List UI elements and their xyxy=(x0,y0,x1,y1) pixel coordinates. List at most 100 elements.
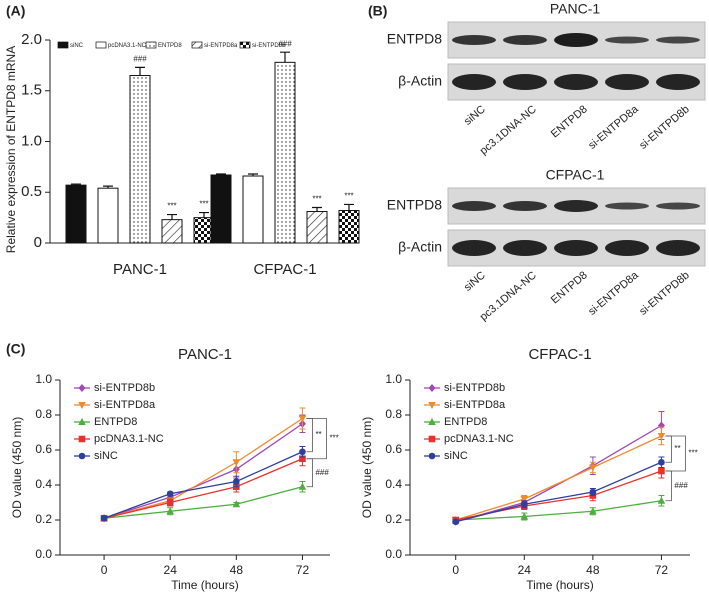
bar xyxy=(97,187,119,244)
blot-band xyxy=(503,240,547,256)
bar xyxy=(274,61,296,244)
blot-lane-label: pc3.1DNA-NC xyxy=(478,269,539,323)
panel-label: (B) xyxy=(368,3,387,19)
error-bar xyxy=(344,203,354,211)
legend-label: si-ENTPD8b xyxy=(94,382,155,394)
marker xyxy=(232,459,241,467)
x-tick-label: 0 xyxy=(101,563,108,577)
marker xyxy=(428,418,436,425)
series-line xyxy=(103,423,303,519)
y-tick-label: 1.5 xyxy=(21,82,42,99)
marker xyxy=(78,452,86,460)
marker xyxy=(658,467,665,475)
legend-label: ENTPD8 xyxy=(158,43,182,49)
marker xyxy=(78,402,86,409)
y-tick-label: 0.0 xyxy=(385,547,402,561)
blot-band xyxy=(605,240,649,256)
marker xyxy=(589,464,597,472)
error-bar xyxy=(103,185,113,189)
legend-label: pcDNA3.1-NC xyxy=(108,43,147,49)
marker xyxy=(78,384,86,392)
blot-band xyxy=(656,36,700,44)
y-tick-label: 0.5 xyxy=(21,183,42,200)
marker xyxy=(520,500,528,508)
marker xyxy=(298,482,307,490)
y-tick-label: 0.4 xyxy=(385,477,402,491)
significance-label: *** xyxy=(688,449,697,458)
legend-label: ENTPD8 xyxy=(94,416,137,428)
blot-lane-label: si-ENTPD8a xyxy=(586,103,641,152)
blot-title: PANC-1 xyxy=(550,1,601,17)
blot-band xyxy=(503,35,547,45)
marker xyxy=(657,496,666,504)
significance-label: ### xyxy=(315,468,329,477)
legend-swatch xyxy=(57,41,69,49)
series-line xyxy=(455,435,662,521)
significance-bracket xyxy=(665,435,686,472)
marker xyxy=(166,499,174,506)
blot-lane-label: siNC xyxy=(462,103,488,128)
blot-band xyxy=(503,74,547,90)
y-tick-label: 1.0 xyxy=(385,372,402,386)
blot-band xyxy=(554,200,598,212)
chart-title: PANC-1 xyxy=(178,346,232,363)
blot-band xyxy=(656,202,700,210)
significance-label: ### xyxy=(133,55,147,64)
x-tick-label: 72 xyxy=(655,563,669,577)
blot-band xyxy=(452,74,496,90)
significance-label: *** xyxy=(312,195,321,204)
blot-band xyxy=(452,35,496,45)
error-bar xyxy=(167,213,177,220)
marker xyxy=(78,435,86,443)
blot-band xyxy=(554,240,598,256)
legend-swatch xyxy=(239,41,251,49)
series-line xyxy=(103,451,303,519)
bar xyxy=(306,211,328,244)
error-bar xyxy=(135,66,145,76)
x-tick-label: 24 xyxy=(518,563,532,577)
y-tick-label: 0 xyxy=(34,234,42,251)
panel-label: (C) xyxy=(6,341,25,357)
blot-lane-label: ENTPD8 xyxy=(549,103,590,140)
series-line xyxy=(455,424,662,523)
marker xyxy=(589,507,597,515)
blot-band xyxy=(503,201,547,211)
bar xyxy=(338,210,360,244)
marker xyxy=(233,478,240,485)
y-tick-label: 0.8 xyxy=(35,407,52,421)
significance-bracket xyxy=(665,470,672,502)
blot-lane-label: si-ENTPD8b xyxy=(637,103,692,151)
blot-lane-label: si-ENTPD8a xyxy=(586,269,641,318)
series-line xyxy=(103,417,303,519)
y-tick-label: 1.0 xyxy=(35,372,52,386)
y-axis-label: OD value (450 nm) xyxy=(10,417,24,518)
legend-label: si-ENTPD8a xyxy=(204,43,238,49)
series-line xyxy=(103,458,303,519)
blot-band xyxy=(656,240,700,256)
legend-swatch xyxy=(95,41,107,49)
blot-band xyxy=(605,36,649,44)
marker xyxy=(100,514,108,522)
y-tick-label: 1.0 xyxy=(21,132,42,149)
marker xyxy=(166,490,174,498)
significance-bracket xyxy=(665,435,672,463)
significance-label: *** xyxy=(344,192,353,201)
marker xyxy=(299,448,306,456)
legend-label: si-ENTPD8a xyxy=(444,399,506,411)
legend-label: siNC xyxy=(70,43,84,49)
x-tick-label: 48 xyxy=(230,563,244,577)
x-tick-label: CFPAC-1 xyxy=(253,261,316,278)
blot-band xyxy=(656,74,700,90)
blot-row-label: ENTPD8 xyxy=(387,31,442,47)
error-bar xyxy=(280,51,290,63)
error-bar xyxy=(71,183,81,186)
panel-label: (A) xyxy=(6,3,25,19)
marker xyxy=(452,518,460,526)
error-bar xyxy=(312,206,322,212)
marker xyxy=(520,496,529,503)
blot-band xyxy=(605,74,649,90)
error-bar xyxy=(199,211,209,218)
bar xyxy=(210,174,232,244)
legend-label: siNC xyxy=(94,450,118,462)
blot-row-label: β-Actin xyxy=(398,73,442,89)
